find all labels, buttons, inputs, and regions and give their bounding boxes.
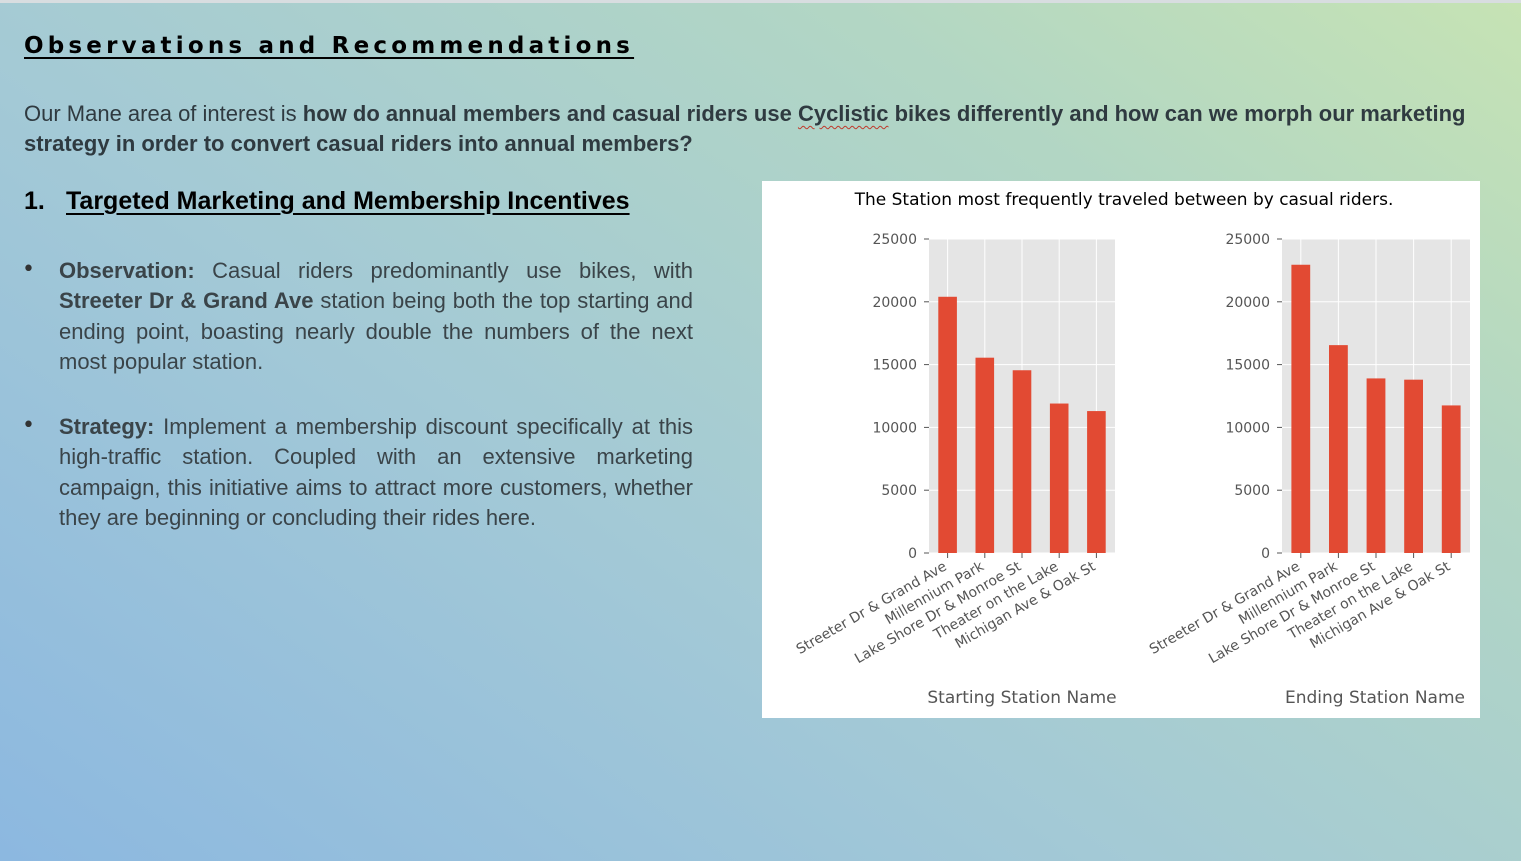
intro-paragraph: Our Mane area of interest is how do annu… xyxy=(24,99,1484,159)
y-tick-label: 25000 xyxy=(872,232,917,248)
bar-chart: The Station most frequently traveled bet… xyxy=(794,190,1470,708)
bar xyxy=(1441,405,1461,553)
bar xyxy=(1049,403,1069,553)
bar xyxy=(1291,264,1311,553)
y-tick-label: 5000 xyxy=(881,483,917,499)
spellcheck-flagged-word[interactable]: Cyclistic xyxy=(797,101,889,126)
bar xyxy=(1087,411,1106,553)
observation-text-b: station being both the top starting and … xyxy=(59,288,693,375)
bar xyxy=(975,357,995,553)
observation-text-a: Casual riders predominantly use bikes, w… xyxy=(194,258,693,283)
y-tick-label: 20000 xyxy=(872,295,917,311)
y-tick-label: 0 xyxy=(1261,546,1270,562)
strategy-text: Implement a membership discount specific… xyxy=(59,414,693,531)
x-axis-label: Ending Station Name xyxy=(1285,688,1465,708)
intro-prefix: Our Mane area of interest is xyxy=(24,101,303,126)
bar xyxy=(1012,370,1032,553)
y-tick-label: 15000 xyxy=(872,358,917,374)
observation-paragraph: Observation: Casual riders predominantly… xyxy=(59,256,693,378)
y-tick-label: 10000 xyxy=(872,420,917,436)
bar xyxy=(1404,379,1423,553)
y-tick-label: 20000 xyxy=(1225,295,1270,311)
bar xyxy=(1329,345,1348,553)
page-title: Observations and Recommendations xyxy=(24,33,635,59)
section-title: Targeted Marketing and Membership Incent… xyxy=(66,187,630,215)
y-tick-label: 25000 xyxy=(1225,232,1270,248)
bar xyxy=(1366,378,1386,553)
bullet-icon: • xyxy=(22,257,35,282)
y-tick-label: 10000 xyxy=(1225,420,1270,436)
y-tick-label: 0 xyxy=(908,546,917,562)
strategy-label: Strategy: xyxy=(59,414,155,439)
bar xyxy=(938,296,957,553)
x-axis-label: Starting Station Name xyxy=(927,688,1116,708)
intro-bold-a: how do annual members and casual riders … xyxy=(302,101,798,126)
section-number: 1. xyxy=(24,187,45,215)
observation-station: Streeter Dr & Grand Ave xyxy=(59,288,314,314)
chart-image: The Station most frequently traveled bet… xyxy=(762,181,1480,718)
observation-label: Observation: xyxy=(59,258,195,283)
y-tick-label: 5000 xyxy=(1234,483,1270,499)
strategy-paragraph: Strategy: Implement a membership discoun… xyxy=(59,412,693,534)
intro-bold-b: bikes differently and how can we morph o… xyxy=(24,101,1466,156)
bullet-icon: • xyxy=(22,413,35,438)
chart-title: The Station most frequently traveled bet… xyxy=(854,190,1394,210)
y-tick-label: 15000 xyxy=(1225,358,1270,374)
